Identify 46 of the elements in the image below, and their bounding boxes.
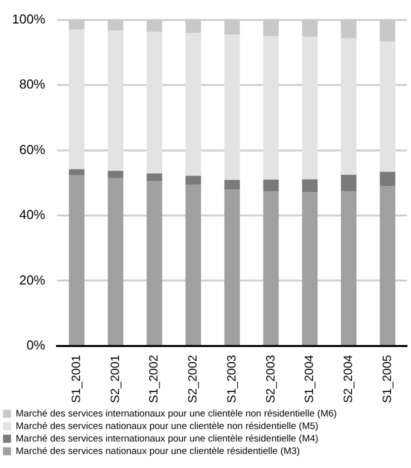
- bar: [340, 191, 356, 345]
- bar: [146, 173, 162, 182]
- bar: [263, 191, 279, 345]
- bar: [108, 30, 124, 171]
- bar: [340, 174, 356, 192]
- legend-label: Marché des services nationaux pour une clientèle résidentielle (M3): [16, 446, 300, 457]
- bar: [340, 38, 356, 175]
- legend-label: Marché des services internationaux pour une clientèle non résidentielle (M6): [16, 408, 337, 420]
- bar: [380, 42, 396, 172]
- bar: [185, 176, 202, 185]
- x-tick-label: S1_2004: [302, 354, 316, 403]
- x-tick-label: S2_2002: [186, 354, 200, 403]
- bar: [224, 190, 240, 345]
- bar: [146, 32, 162, 174]
- x-tick-label: S2_2001: [108, 354, 122, 403]
- bar: [185, 33, 202, 176]
- bar: [108, 178, 124, 345]
- y-tick-label: 60%: [19, 142, 46, 157]
- bar: [380, 172, 396, 186]
- x-tick-label: S2_2003: [263, 354, 278, 403]
- bar: [68, 30, 84, 170]
- y-tick-label: 80%: [19, 76, 46, 92]
- y-tick-label: 20%: [19, 272, 46, 288]
- x-tick-label: S2_2004: [341, 354, 356, 403]
- x-tick-label: S1_2001: [68, 354, 83, 403]
- legend-label: Marché des services nationaux pour une clientèle non résidentielle (M5): [16, 420, 318, 432]
- bar: [68, 175, 84, 345]
- bar: [146, 181, 162, 345]
- bar: [224, 180, 240, 190]
- x-tick-label: S1_2003: [224, 354, 238, 403]
- bar: [263, 180, 279, 192]
- y-tick-label: 40%: [19, 207, 46, 222]
- bar: [302, 36, 318, 180]
- bar: [302, 192, 318, 345]
- bar: [108, 170, 124, 178]
- y-tick-label: 100%: [12, 11, 46, 26]
- bar: [380, 186, 396, 345]
- legend-label: Marché des services internationaux pour une clientèle résidentielle (M4): [16, 433, 318, 444]
- bar: [263, 36, 279, 180]
- bar: [302, 179, 318, 192]
- bar: [68, 169, 84, 176]
- bar: [185, 184, 202, 345]
- y-tick-label: 0%: [26, 338, 46, 353]
- x-tick-label: S1_2002: [146, 354, 161, 403]
- bar: [224, 34, 240, 180]
- x-tick-label: S1_2005: [380, 354, 394, 403]
